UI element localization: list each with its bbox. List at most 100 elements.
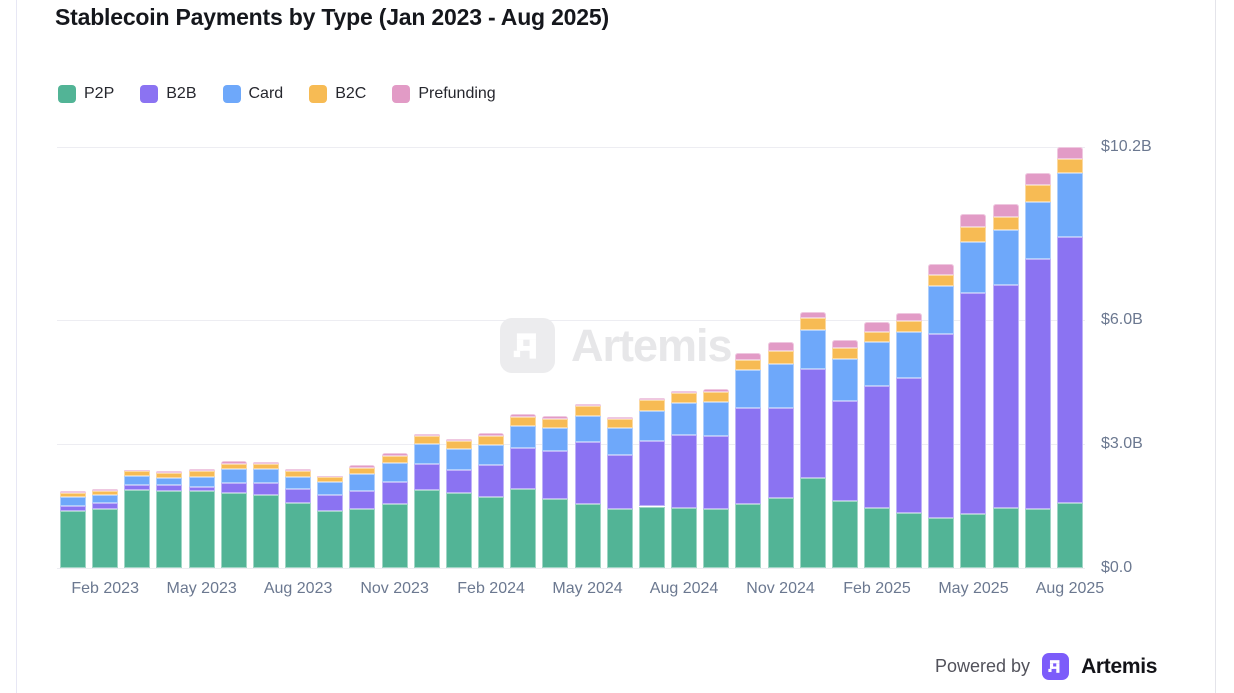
bar-segment-p2p-may-2025[interactable] <box>960 513 987 568</box>
bar-segment-prefunding-dec-2023[interactable] <box>413 433 440 437</box>
bar-segment-prefunding-feb-2024[interactable] <box>478 433 505 436</box>
bar-segment-prefunding-jan-2025[interactable] <box>831 339 858 348</box>
bar-segment-b2c-apr-2025[interactable] <box>928 274 955 286</box>
bar-segment-card-jul-2023[interactable] <box>252 468 279 483</box>
bar-segment-p2p-aug-2023[interactable] <box>285 503 312 568</box>
bar-segment-b2b-mar-2023[interactable] <box>124 485 151 490</box>
bar-segment-prefunding-aug-2025[interactable] <box>1056 147 1083 159</box>
bar-segment-b2c-sep-2024[interactable] <box>703 391 730 402</box>
bar-segment-p2p-nov-2024[interactable] <box>767 498 794 568</box>
bar-segment-p2p-jan-2023[interactable] <box>60 511 86 568</box>
bar-segment-prefunding-may-2023[interactable] <box>188 469 215 471</box>
bar-segment-card-aug-2025[interactable] <box>1056 173 1083 237</box>
bar-segment-b2b-apr-2024[interactable] <box>542 450 569 500</box>
bar-segment-b2c-nov-2024[interactable] <box>767 351 794 364</box>
bar-segment-p2p-feb-2025[interactable] <box>864 507 890 568</box>
bar-segment-p2p-feb-2023[interactable] <box>92 508 119 568</box>
bar-segment-card-nov-2024[interactable] <box>767 363 794 409</box>
bar-segment-card-apr-2025[interactable] <box>928 285 955 335</box>
bar-segment-card-may-2024[interactable] <box>574 416 601 442</box>
bar-segment-card-apr-2023[interactable] <box>156 477 183 486</box>
bar-segment-b2b-dec-2024[interactable] <box>799 369 826 479</box>
bar-segment-p2p-may-2024[interactable] <box>574 504 601 568</box>
bar-segment-card-sep-2024[interactable] <box>703 401 730 437</box>
bar-segment-card-may-2023[interactable] <box>188 476 215 487</box>
bar-segment-card-apr-2024[interactable] <box>542 427 569 451</box>
bar-segment-b2b-aug-2025[interactable] <box>1056 236 1083 504</box>
bar-segment-b2c-oct-2023[interactable] <box>349 467 376 475</box>
bar-segment-b2b-jan-2023[interactable] <box>60 505 86 512</box>
bar-segment-p2p-apr-2025[interactable] <box>928 517 955 568</box>
bar-segment-card-feb-2023[interactable] <box>92 494 119 504</box>
bar-segment-b2c-dec-2023[interactable] <box>413 436 440 444</box>
bar-segment-prefunding-jan-2023[interactable] <box>60 490 86 493</box>
bar-segment-b2b-apr-2025[interactable] <box>928 334 955 518</box>
bar-segment-p2p-dec-2023[interactable] <box>413 489 440 568</box>
bar-segment-card-oct-2024[interactable] <box>735 370 762 409</box>
bar-segment-card-jul-2025[interactable] <box>1024 201 1051 259</box>
bar-segment-b2b-nov-2023[interactable] <box>381 482 408 505</box>
bar-segment-p2p-sep-2024[interactable] <box>703 508 730 568</box>
bar-segment-b2c-sep-2023[interactable] <box>317 476 344 482</box>
bar-segment-card-jun-2025[interactable] <box>992 230 1019 286</box>
bar-segment-b2c-jun-2024[interactable] <box>606 418 633 429</box>
bar-segment-b2c-may-2023[interactable] <box>188 471 215 477</box>
bar-segment-prefunding-mar-2023[interactable] <box>124 469 151 472</box>
bar-segment-p2p-mar-2024[interactable] <box>510 489 537 568</box>
bar-segment-b2b-dec-2023[interactable] <box>413 464 440 490</box>
bar-segment-p2p-may-2023[interactable] <box>188 491 215 568</box>
bar-segment-b2b-may-2024[interactable] <box>574 441 601 505</box>
bar-segment-b2c-feb-2024[interactable] <box>478 435 505 446</box>
bar-segment-card-sep-2023[interactable] <box>317 481 344 495</box>
bar-segment-b2b-oct-2023[interactable] <box>349 490 376 509</box>
bar-segment-b2c-mar-2024[interactable] <box>510 416 537 426</box>
bar-segment-b2c-jun-2023[interactable] <box>220 463 247 470</box>
artemis-logo-icon[interactable] <box>1042 653 1070 680</box>
bar-segment-b2b-jan-2025[interactable] <box>831 400 858 502</box>
bar-segment-p2p-jun-2024[interactable] <box>606 508 633 568</box>
bar-segment-p2p-jul-2024[interactable] <box>638 506 665 568</box>
bar-segment-p2p-mar-2023[interactable] <box>124 489 151 568</box>
bar-segment-b2b-aug-2024[interactable] <box>671 435 698 509</box>
bar-segment-card-aug-2023[interactable] <box>285 476 312 490</box>
bar-segment-prefunding-sep-2024[interactable] <box>703 389 730 392</box>
bar-segment-card-feb-2024[interactable] <box>478 445 505 466</box>
bar-segment-card-jan-2023[interactable] <box>60 497 86 506</box>
bar-segment-p2p-sep-2023[interactable] <box>317 510 344 568</box>
bar-segment-card-jan-2025[interactable] <box>831 358 858 401</box>
bar-segment-b2b-jun-2023[interactable] <box>220 482 247 494</box>
bar-segment-prefunding-feb-2025[interactable] <box>864 322 890 332</box>
bar-segment-card-aug-2024[interactable] <box>671 402 698 436</box>
bar-segment-prefunding-nov-2024[interactable] <box>767 342 794 352</box>
bar-segment-prefunding-apr-2023[interactable] <box>156 471 183 473</box>
bar-segment-b2c-jul-2023[interactable] <box>252 463 279 469</box>
bar-segment-b2c-jul-2024[interactable] <box>638 400 665 411</box>
bar-segment-card-jun-2024[interactable] <box>606 428 633 456</box>
bar-segment-b2b-mar-2025[interactable] <box>896 377 923 514</box>
bar-segment-card-feb-2025[interactable] <box>864 341 890 386</box>
bar-segment-b2c-apr-2024[interactable] <box>542 418 569 428</box>
bar-segment-card-may-2025[interactable] <box>960 241 987 293</box>
bar-segment-prefunding-jun-2024[interactable] <box>606 416 633 419</box>
bar-segment-b2b-jan-2024[interactable] <box>445 470 472 494</box>
bar-segment-b2b-aug-2023[interactable] <box>285 489 312 504</box>
bar-segment-p2p-jul-2023[interactable] <box>252 494 279 568</box>
bar-segment-b2c-jul-2025[interactable] <box>1024 185 1051 202</box>
legend-item-b2c[interactable]: B2C <box>309 85 366 103</box>
bar-segment-p2p-mar-2025[interactable] <box>896 513 923 568</box>
bar-segment-prefunding-jul-2023[interactable] <box>252 461 279 464</box>
bar-segment-prefunding-oct-2024[interactable] <box>735 352 762 360</box>
bar-segment-card-nov-2023[interactable] <box>381 463 408 483</box>
bar-segment-prefunding-dec-2024[interactable] <box>799 311 826 319</box>
bar-segment-prefunding-mar-2024[interactable] <box>510 414 537 417</box>
bar-segment-p2p-oct-2024[interactable] <box>735 504 762 568</box>
bar-segment-b2c-jan-2024[interactable] <box>445 441 472 449</box>
bar-segment-b2b-nov-2024[interactable] <box>767 408 794 499</box>
bar-segment-card-mar-2023[interactable] <box>124 476 151 486</box>
bar-segment-card-oct-2023[interactable] <box>349 474 376 491</box>
bar-segment-prefunding-jun-2023[interactable] <box>220 461 247 464</box>
bar-segment-b2b-jul-2024[interactable] <box>638 441 665 507</box>
bar-segment-prefunding-apr-2024[interactable] <box>542 416 569 419</box>
bar-segment-b2c-may-2024[interactable] <box>574 406 601 417</box>
bar-segment-b2c-feb-2023[interactable] <box>92 490 119 495</box>
